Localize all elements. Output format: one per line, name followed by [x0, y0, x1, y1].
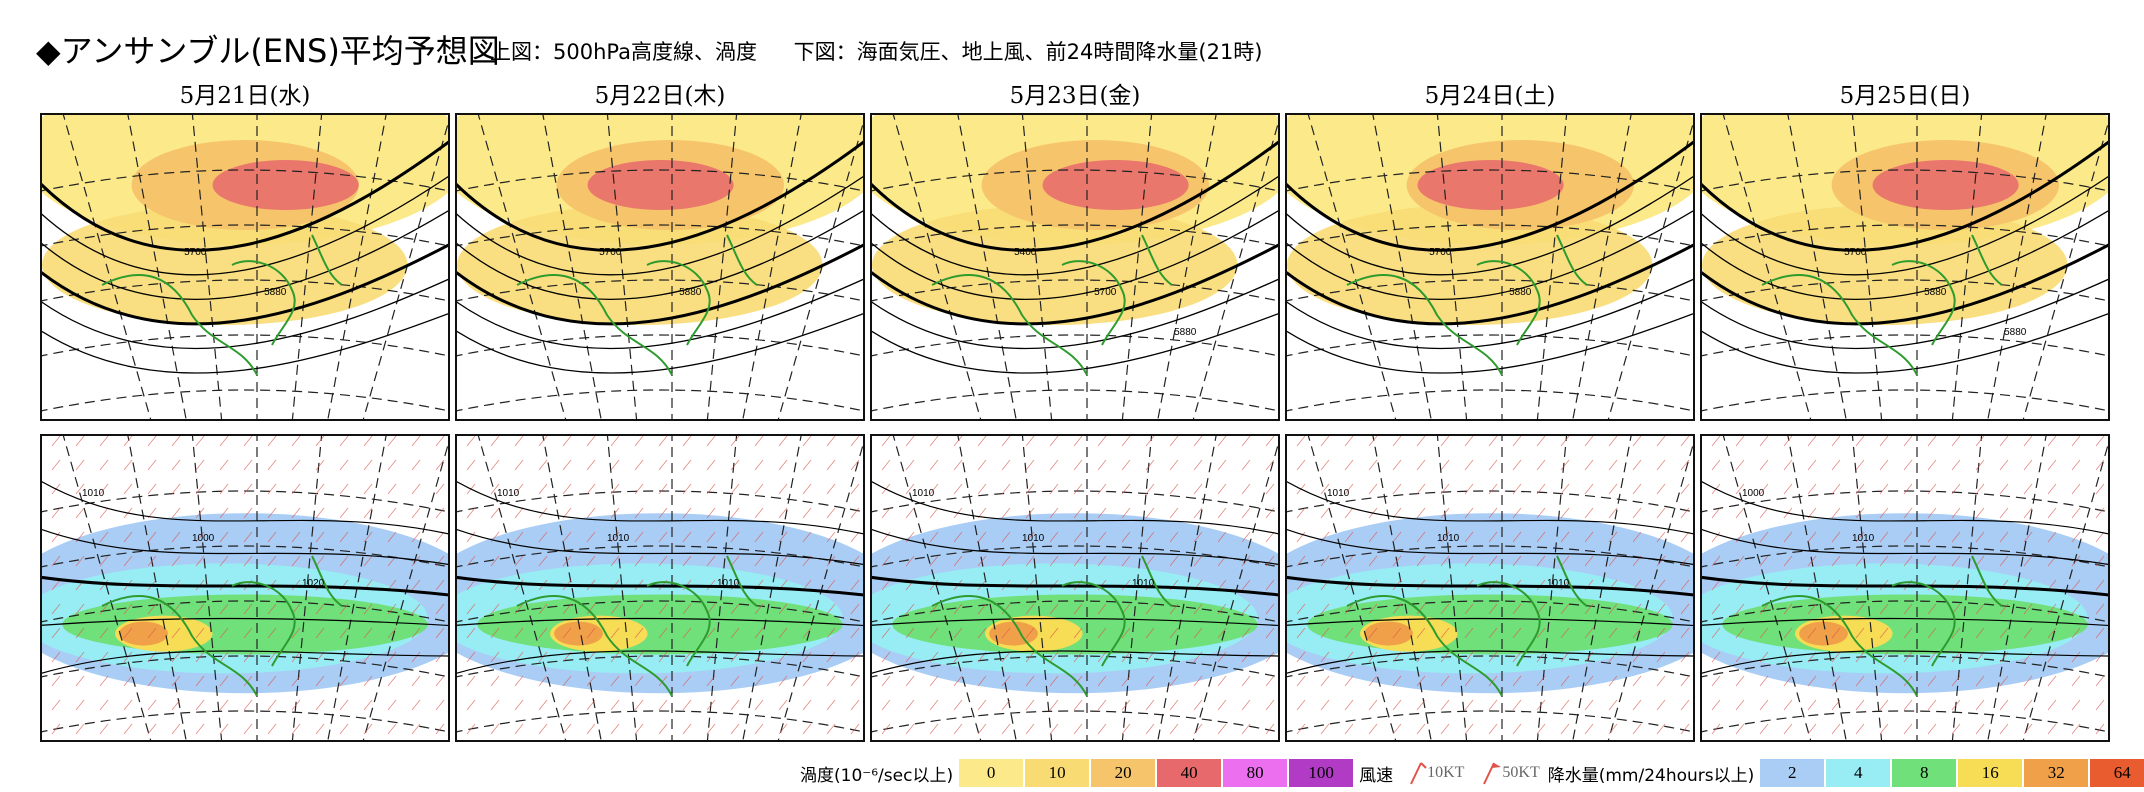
upper-map-4: 5700 5880	[1285, 113, 1695, 421]
contour-label: 5700	[184, 247, 207, 258]
legend: 渦度(10⁻⁶/sec以上) 0 10 20 40 80 100 風速 10KT 50KT…	[800, 756, 2144, 790]
isobar-label: 1010	[497, 488, 520, 499]
contour-label: 5880	[679, 287, 702, 298]
vorticity-legend-0: 0	[959, 759, 1024, 787]
upper-map-1: 5700 5880	[40, 113, 450, 421]
isobar-label: 1000	[1742, 488, 1765, 499]
upper-map-2: 5700 5880	[455, 113, 865, 421]
precip-legend-32: 32	[2024, 759, 2089, 787]
precip-legend-2: 2	[1760, 759, 1825, 787]
wind-10kt-label: 10KT	[1427, 764, 1465, 781]
wind-legend-label: 風速	[1359, 765, 1394, 786]
lower-map-2: 1010 1010 1010	[455, 434, 865, 742]
lower-map-3: 1010 1010 1010	[870, 434, 1280, 742]
lower-map-4: 1010 1010 1010	[1285, 434, 1695, 742]
contour-label: 5700	[599, 247, 622, 258]
date-label-2: 5月22日(木)	[594, 83, 726, 109]
date-label-1: 5月21日(水)	[179, 83, 311, 109]
wind-barb-50-icon	[1483, 762, 1502, 785]
contour-label: 5700	[1094, 287, 1117, 298]
isobar-label: 1010	[912, 488, 935, 499]
page-subtitle: 上図：500hPa高度線、渦度 下図：海面気圧、地上風、前24時間降水量(21時…	[490, 36, 1293, 66]
contour-label: 5700	[1429, 247, 1452, 258]
contour-label: 5880	[1509, 287, 1532, 298]
isobar-label: 1010	[1437, 533, 1460, 544]
date-label-5: 5月25日(日)	[1839, 83, 1971, 109]
isobar-label: 1020	[302, 578, 325, 589]
contour-label: 5880	[2004, 327, 2027, 338]
vorticity-legend-10: 10	[1025, 759, 1090, 787]
precip-legend-64: 64	[2090, 759, 2144, 787]
wind-50kt-label: 50KT	[1502, 764, 1540, 781]
wind-10kt-symbol: 10KT	[1407, 760, 1464, 786]
precip-legend-4: 4	[1826, 759, 1891, 787]
upper-map-5: 5700 5880 5880	[1700, 113, 2110, 421]
contour-label: 5880	[1174, 327, 1197, 338]
isobar-label: 1010	[1852, 533, 1875, 544]
upper-chart-description: 上図：500hPa高度線、渦度	[490, 40, 757, 64]
wind-barb-10-icon	[1410, 762, 1427, 785]
lower-chart-description: 下図：海面気圧、地上風、前24時間降水量(21時)	[793, 40, 1263, 64]
contour-label: 5400	[1014, 247, 1037, 258]
upper-map-3: 5400 5700 5880	[870, 113, 1280, 421]
isobar-label: 1010	[1132, 578, 1155, 589]
vorticity-legend-80: 80	[1223, 759, 1288, 787]
precip-legend-16: 16	[1958, 759, 2023, 787]
date-label-4: 5月24日(土)	[1424, 83, 1556, 109]
vorticity-legend-100: 100	[1289, 759, 1354, 787]
vorticity-legend-20: 20	[1091, 759, 1156, 787]
vorticity-legend-40: 40	[1157, 759, 1222, 787]
isobar-label: 1000	[192, 533, 215, 544]
precip-legend-label: 降水量(mm/24hours以上)	[1547, 765, 1755, 786]
isobar-label: 1010	[1547, 578, 1570, 589]
lower-map-1: 1010 1000 1020	[40, 434, 450, 742]
isobar-label: 1010	[82, 488, 105, 499]
isobar-label: 1010	[607, 533, 630, 544]
page-title: ◆アンサンブル(ENS)平均予想図	[36, 32, 500, 70]
precip-legend-8: 8	[1892, 759, 1957, 787]
contour-label: 5700	[1844, 247, 1867, 258]
isobar-label: 1010	[1327, 488, 1350, 499]
contour-label: 5880	[1924, 287, 1947, 298]
lower-map-5: 1000 1010	[1700, 434, 2110, 742]
date-label-3: 5月23日(金)	[1009, 83, 1141, 109]
wind-50kt-symbol: 50KT	[1480, 760, 1540, 786]
contour-label: 5880	[264, 287, 287, 298]
isobar-label: 1010	[1022, 533, 1045, 544]
isobar-label: 1010	[717, 578, 740, 589]
vorticity-legend-label: 渦度(10⁻⁶/sec以上)	[800, 765, 954, 786]
